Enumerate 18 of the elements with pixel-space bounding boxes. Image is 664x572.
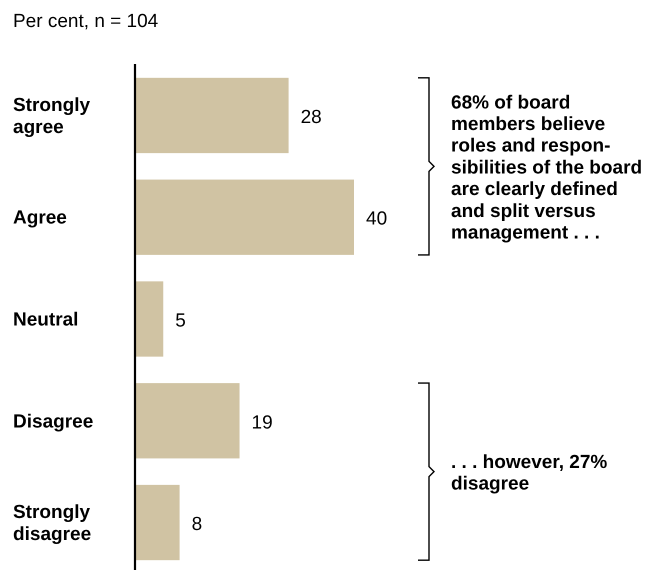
data-label: 5 (175, 310, 186, 332)
bar (136, 484, 180, 560)
y-tick-label: Strongly agree (13, 94, 90, 138)
text: . . . however, 27% disagree (451, 452, 608, 494)
data-label: 8 (192, 514, 202, 536)
bar (136, 383, 240, 458)
y-tick-label: Strongly disagree (13, 502, 92, 546)
text: 68% of board members believe roles and respon- sibilities of the board are clearly defined and split versus management . . . (451, 92, 642, 244)
y-tick-label: Disagree (13, 411, 94, 432)
y-tick-label: Neutral (13, 310, 78, 330)
data-label: 40 (366, 208, 388, 230)
chart-subtitle: Per cent, n = 104 (13, 11, 159, 32)
data-label: 28 (300, 106, 322, 128)
y-tick-label: Agree (13, 208, 67, 229)
bar (136, 78, 289, 154)
data-label: 19 (252, 412, 273, 434)
bar (136, 180, 354, 255)
bar (136, 281, 164, 357)
